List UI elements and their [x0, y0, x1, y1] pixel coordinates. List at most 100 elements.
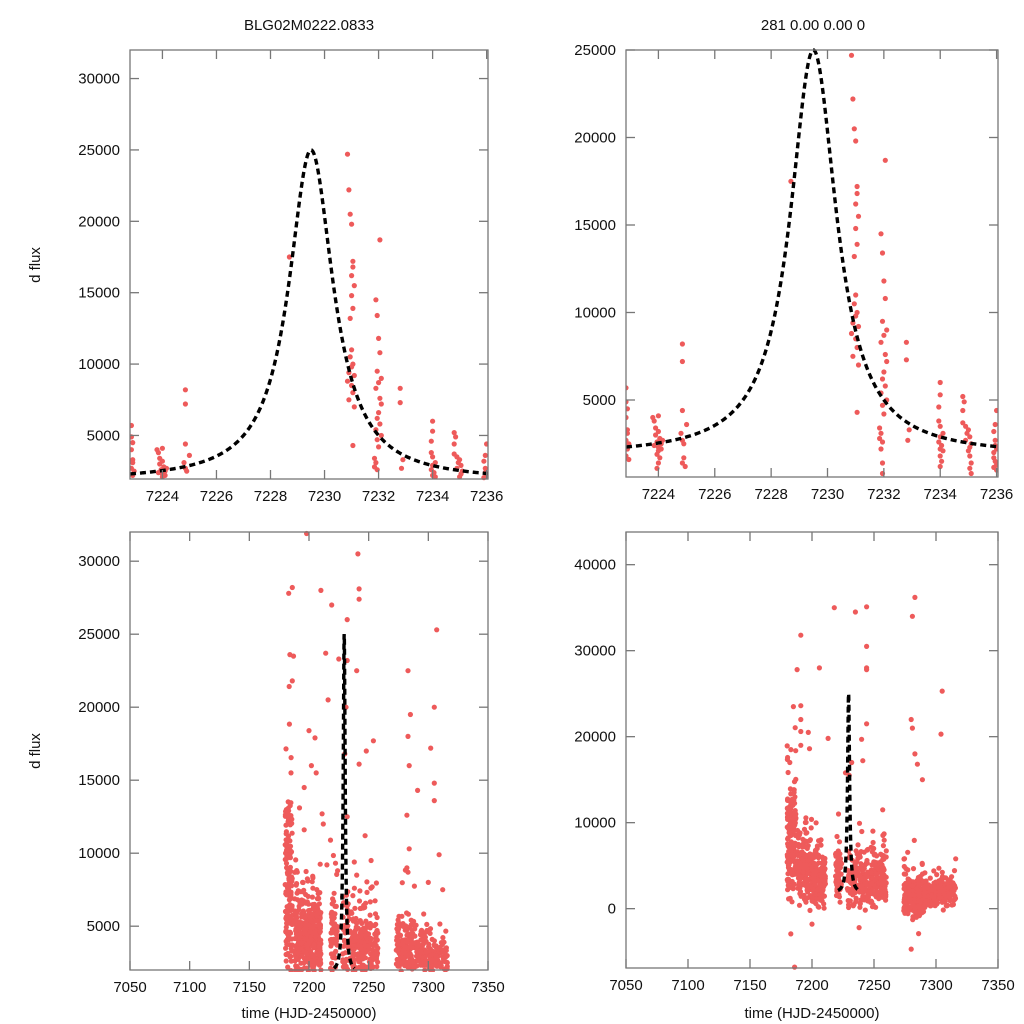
data-point-120: [967, 465, 973, 471]
data-point-522: [309, 951, 315, 958]
data-point-1241: [419, 944, 425, 950]
data-point-51: [853, 292, 859, 298]
data-point-1285: [916, 931, 922, 937]
data-point-56: [374, 312, 380, 319]
data-point-1279: [356, 761, 362, 767]
data-point-505: [811, 878, 817, 884]
y-tick-label: 5000: [583, 392, 616, 409]
data-point-671: [340, 964, 346, 970]
data-point-35: [350, 258, 356, 264]
data-point-84: [879, 439, 886, 445]
data-point-1234: [949, 874, 955, 880]
data-point-805: [865, 894, 872, 900]
data-point-125: [992, 437, 998, 443]
data-point-1218: [937, 895, 943, 901]
data-point-1221: [945, 877, 951, 883]
data-point-765: [874, 853, 880, 859]
data-point-75: [879, 376, 886, 382]
data-point-78: [400, 457, 406, 463]
data-point-108: [960, 407, 966, 414]
data-point-1313: [344, 814, 350, 820]
data-point-1308: [436, 852, 442, 858]
data-point-513: [812, 899, 818, 905]
data-point-300: [794, 865, 800, 871]
data-point-306: [795, 835, 801, 841]
data-point-1299: [319, 811, 325, 817]
data-point-678: [342, 938, 348, 945]
data-point-842: [357, 905, 363, 912]
data-point-1311: [440, 887, 446, 893]
data-point-50: [851, 253, 857, 260]
data-point-557: [311, 945, 317, 951]
data-point-56: [855, 323, 862, 330]
data-point-1254: [414, 948, 420, 954]
data-point-5: [130, 460, 136, 466]
data-point-125: [283, 938, 289, 944]
data-point-533: [316, 895, 322, 902]
data-point-544: [317, 929, 323, 935]
data-point-869: [867, 899, 874, 905]
data-point-538: [318, 910, 324, 916]
data-point-567: [837, 851, 843, 857]
data-point-203: [802, 819, 809, 826]
data-point-1059: [910, 883, 916, 889]
data-point-95: [788, 931, 794, 937]
data-point-252: [293, 963, 299, 969]
data-point-287: [292, 935, 298, 942]
data-point-1176: [939, 869, 945, 875]
data-point-35: [681, 441, 687, 447]
data-point-1293: [306, 728, 312, 734]
data-point-396: [309, 894, 315, 900]
data-point-553: [310, 905, 316, 912]
data-point-1255: [912, 594, 918, 601]
data-point-1188: [422, 934, 428, 940]
data-point-580: [330, 852, 336, 859]
data-point-659: [850, 879, 856, 885]
data-point-971: [399, 880, 405, 886]
data-point-71: [376, 444, 382, 450]
data-point-44: [854, 183, 860, 190]
data-point-16: [653, 432, 659, 438]
x-tick-label: 7150: [233, 979, 266, 996]
data-point-825: [352, 943, 358, 949]
data-point-106: [960, 393, 966, 400]
data-point-559: [318, 941, 324, 947]
data-point-57: [376, 335, 382, 341]
data-point-978: [901, 856, 907, 862]
data-point-1044: [915, 874, 922, 881]
data-point-880: [356, 898, 363, 904]
data-point-129: [285, 836, 291, 842]
data-point-564: [836, 892, 842, 898]
data-point-129: [785, 754, 791, 761]
data-point-866: [862, 881, 868, 887]
data-point-152: [788, 799, 794, 805]
data-point-1074: [403, 944, 409, 950]
data-point-489: [301, 965, 308, 971]
data-point-1228: [423, 929, 429, 936]
y-tick-label: 25000: [574, 42, 616, 59]
data-point-529: [307, 929, 313, 935]
data-point-656: [846, 902, 852, 908]
data-point-164: [790, 854, 797, 860]
data-point-67: [377, 421, 383, 427]
data-point-99: [936, 439, 942, 445]
x-tick-label: 7050: [609, 977, 642, 994]
data-point-1177: [922, 889, 929, 895]
data-point-10: [626, 456, 632, 463]
data-point-526: [316, 922, 322, 928]
data-point-857: [857, 904, 863, 910]
data-point-828: [883, 894, 889, 900]
data-point-33: [347, 211, 353, 217]
data-point-990: [408, 917, 414, 923]
data-point-1133: [437, 921, 443, 927]
data-point-842: [882, 886, 888, 893]
data-point-53: [350, 442, 356, 449]
data-point-31: [679, 407, 686, 414]
xlabel-bottom-left: time (HJD-2450000): [241, 1005, 376, 1022]
data-point-467: [310, 902, 316, 908]
data-point-1229: [431, 962, 437, 968]
data-point-283: [293, 926, 299, 932]
x-tick-label: 7200: [292, 979, 325, 996]
y-tick-label: 10000: [574, 305, 616, 322]
data-point-40: [848, 52, 855, 58]
